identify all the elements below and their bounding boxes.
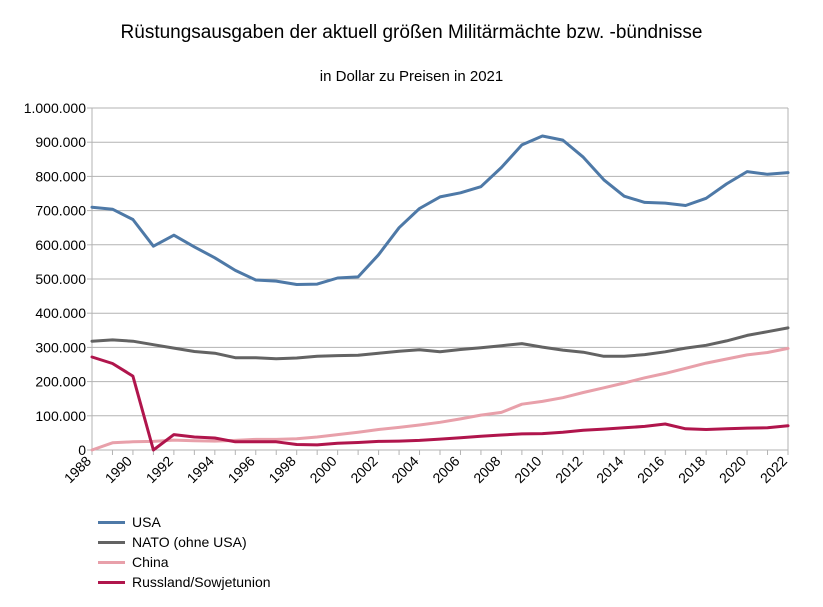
y-tick-label: 500.000 — [35, 271, 86, 287]
series-line — [90, 346, 790, 452]
x-axis-tick-labels: 1988 1990 1992 1994 1996 1998 2000 2002 2004 2006… — [61, 453, 790, 486]
x-tick-label: 2022 — [757, 453, 790, 486]
chart-subtitle: in Dollar zu Preisen in 2021 — [319, 68, 504, 85]
legend-swatch — [98, 540, 125, 544]
grid-lines — [87, 107, 789, 455]
y-tick-label: 0 — [78, 442, 86, 458]
legend-item: USA — [98, 512, 271, 532]
series-russland-sowjetunion — [90, 355, 790, 452]
x-tick-label: 1996 — [225, 453, 258, 486]
x-tick-label: 2018 — [675, 453, 708, 486]
legend-swatch — [98, 560, 125, 564]
x-tick-label: 2012 — [552, 453, 585, 486]
x-tick-label: 2002 — [347, 453, 380, 486]
series-line — [90, 355, 790, 452]
x-tick-label: 2000 — [306, 453, 339, 486]
series-nato-ohne-usa — [90, 326, 790, 361]
y-tick-label: 400.000 — [35, 305, 86, 321]
y-axis-tick-labels: 0 100.000 200.000 300.000 400.000 500.000 600.… — [24, 100, 87, 458]
x-tick-label: 2006 — [429, 453, 462, 486]
legend-swatch — [98, 520, 125, 524]
legend-label: USA — [132, 514, 161, 530]
x-tick-label: 2008 — [470, 453, 503, 486]
series-china — [90, 346, 790, 452]
legend-swatch — [98, 580, 125, 584]
y-tick-label: 1.000.000 — [24, 100, 86, 116]
x-tick-label: 2010 — [511, 453, 544, 486]
series-lines — [90, 134, 790, 452]
legend: USA NATO (ohne USA) China Russland/Sowjetun… — [98, 512, 271, 592]
y-tick-label: 600.000 — [35, 237, 86, 253]
y-tick-label: 900.000 — [35, 134, 86, 150]
x-tick-label: 2016 — [634, 453, 667, 486]
series-line — [90, 326, 790, 361]
legend-item: China — [98, 552, 271, 572]
y-tick-label: 700.000 — [35, 203, 86, 219]
x-tick-label: 1992 — [143, 453, 176, 486]
legend-label: NATO (ohne USA) — [132, 534, 247, 550]
y-tick-label: 100.000 — [35, 408, 86, 424]
series-usa — [90, 134, 790, 286]
x-tick-label: 1994 — [184, 453, 217, 486]
x-tick-label: 2014 — [593, 453, 626, 486]
y-tick-label: 300.000 — [35, 339, 86, 355]
series-line — [90, 134, 790, 286]
chart-title: Rüstungsausgaben der aktuell größen Mili… — [120, 22, 703, 43]
x-tick-label: 2020 — [716, 453, 749, 486]
y-tick-label: 800.000 — [35, 168, 86, 184]
line-chart: 0 100.000 200.000 300.000 400.000 500.000 600.… — [24, 100, 791, 486]
x-tick-label: 1998 — [265, 453, 298, 486]
legend-label: Russland/Sowjetunion — [132, 574, 271, 590]
legend-item: Russland/Sowjetunion — [98, 572, 271, 592]
x-tick-label: 2004 — [388, 453, 421, 486]
y-tick-label: 200.000 — [35, 374, 86, 390]
x-tick-label: 1988 — [61, 453, 94, 486]
legend-label: China — [132, 554, 169, 570]
legend-item: NATO (ohne USA) — [98, 532, 271, 552]
x-tick-label: 1990 — [102, 453, 135, 486]
